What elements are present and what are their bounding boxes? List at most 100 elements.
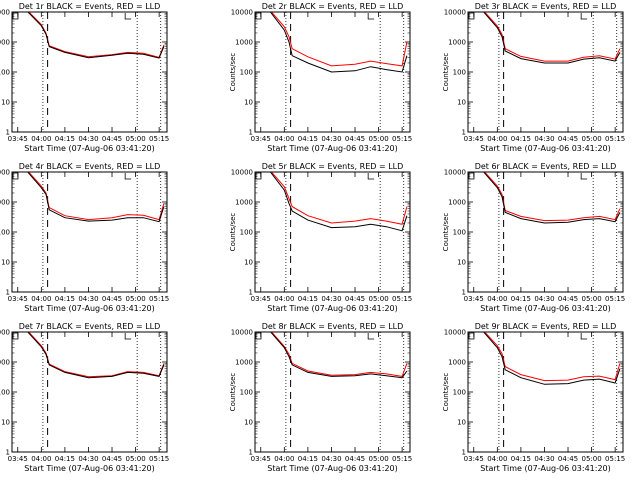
x-tick-label: 04:30 <box>321 455 341 463</box>
series-line-lld <box>484 332 621 382</box>
plot-frame <box>254 331 411 453</box>
x-tick-label: 04:00 <box>274 135 294 143</box>
plot-frame <box>254 171 411 293</box>
series-line-events <box>269 12 408 73</box>
y-tick-label: 100 <box>240 389 253 397</box>
corner-mark-right <box>580 333 588 340</box>
corner-mark-right <box>124 333 132 340</box>
x-tick-label: 05:15 <box>149 135 169 143</box>
y-tick-label: 1000 <box>448 199 466 207</box>
x-tick-label: 04:00 <box>487 295 507 303</box>
x-axis-label: Start Time (07-Aug-06 03:41:20) <box>480 144 611 153</box>
y-tick-label: 10 <box>1 419 10 427</box>
x-tick-label: 04:30 <box>321 135 341 143</box>
x-tick-label: 04:15 <box>298 135 318 143</box>
x-tick-label: 05:15 <box>392 455 412 463</box>
y-tick-label: 100 <box>0 229 10 237</box>
panel-5: Det 5r BLACK = Events, RED = LLD 1 10 100 10… <box>229 162 412 313</box>
panel-title: Det 3r BLACK = Events, RED = LLD <box>475 2 617 11</box>
y-tick-label: 10 <box>457 419 466 427</box>
x-tick-label: 03:45 <box>8 455 28 463</box>
x-tick-label: 04:00 <box>487 455 507 463</box>
panel-2: Det 2r BLACK = Events, RED = LLD 1 10 100 10… <box>229 2 412 153</box>
corner-mark-right <box>124 13 132 20</box>
y-tick-label: 10 <box>244 99 253 107</box>
y-tick-label: 1 <box>462 129 466 137</box>
x-tick-label: 03:45 <box>464 135 484 143</box>
series-line-lld <box>28 12 165 58</box>
y-axis-label: Counts/sec <box>442 213 450 252</box>
x-tick-label: 04:15 <box>55 455 75 463</box>
y-tick-label: 10 <box>1 259 10 267</box>
panel-title: Det 2r BLACK = Events, RED = LLD <box>262 2 404 11</box>
x-tick-label: 03:45 <box>464 455 484 463</box>
y-tick-label: 1000 <box>0 199 10 207</box>
y-tick-label: 1000 <box>448 39 466 47</box>
x-tick-label: 05:15 <box>605 295 625 303</box>
panel-title: Det 6r BLACK = Events, RED = LLD <box>475 162 617 171</box>
y-tick-label: 10000 <box>444 9 466 17</box>
panel-4: Det 4r BLACK = Events, RED = LLD 1 10 100 10… <box>0 162 169 313</box>
x-tick-label: 05:00 <box>581 455 601 463</box>
corner-mark-right <box>580 173 588 180</box>
y-tick-label: 1 <box>249 449 253 457</box>
y-tick-label: 1 <box>249 289 253 297</box>
panel-title: Det 5r BLACK = Events, RED = LLD <box>262 162 404 171</box>
y-tick-label: 10000 <box>444 169 466 177</box>
x-tick-label: 04:45 <box>558 295 578 303</box>
y-axis-label: Counts/sec <box>442 53 450 92</box>
x-tick-label: 05:15 <box>149 295 169 303</box>
plot-frame <box>11 11 168 133</box>
y-axis-label: Counts/sec <box>229 53 237 92</box>
x-tick-label: 03:45 <box>251 135 271 143</box>
x-axis-label: Start Time (07-Aug-06 03:41:20) <box>480 464 611 473</box>
panel-6: Det 6r BLACK = Events, RED = LLD 1 10 100 10… <box>442 162 625 313</box>
plot-frame <box>467 11 624 133</box>
y-tick-label: 100 <box>240 229 253 237</box>
y-tick-label: 10000 <box>444 329 466 337</box>
series-line-lld <box>483 172 621 222</box>
x-tick-label: 04:00 <box>31 455 51 463</box>
corner-mark-left <box>468 172 475 180</box>
x-tick-label: 05:00 <box>125 135 145 143</box>
x-axis-label: Start Time (07-Aug-06 03:41:20) <box>24 464 155 473</box>
x-tick-label: 04:45 <box>345 295 365 303</box>
series-line-events <box>483 12 621 64</box>
plot-frame <box>11 331 168 453</box>
y-tick-label: 100 <box>453 229 466 237</box>
x-tick-label: 04:15 <box>298 455 318 463</box>
panel-8: Det 8r BLACK = Events, RED = LLD 1 10 100 10… <box>229 322 412 473</box>
y-axis-label: Counts/sec <box>442 373 450 412</box>
x-tick-label: 04:30 <box>78 135 98 143</box>
x-tick-label: 03:45 <box>8 295 28 303</box>
y-tick-label: 10000 <box>231 9 253 17</box>
plot-frame <box>467 171 624 293</box>
series-line-events <box>483 172 621 224</box>
corner-mark-left <box>12 332 19 340</box>
corner-mark-left <box>468 332 475 340</box>
panel-title: Det 4r BLACK = Events, RED = LLD <box>19 162 161 171</box>
x-tick-label: 04:30 <box>534 135 554 143</box>
y-tick-label: 100 <box>453 389 466 397</box>
y-tick-label: 10000 <box>231 169 253 177</box>
y-tick-label: 10000 <box>0 329 10 337</box>
series-line-lld <box>270 12 408 67</box>
x-tick-label: 04:45 <box>102 295 122 303</box>
y-tick-label: 1 <box>6 129 10 137</box>
x-tick-label: 04:45 <box>102 455 122 463</box>
y-tick-label: 10 <box>244 259 253 267</box>
y-tick-label: 1 <box>6 289 10 297</box>
panel-3: Det 3r BLACK = Events, RED = LLD 1 10 100 10… <box>442 2 625 153</box>
y-tick-label: 100 <box>0 389 10 397</box>
x-tick-label: 04:30 <box>534 295 554 303</box>
corner-mark-right <box>367 13 375 20</box>
x-tick-label: 03:45 <box>251 455 271 463</box>
corner-mark-left <box>12 172 19 180</box>
y-tick-label: 10 <box>457 259 466 267</box>
x-tick-label: 05:15 <box>605 135 625 143</box>
y-tick-label: 10 <box>244 419 253 427</box>
x-tick-label: 05:15 <box>605 455 625 463</box>
x-tick-label: 04:00 <box>31 295 51 303</box>
x-tick-label: 05:00 <box>368 295 388 303</box>
x-tick-label: 03:45 <box>464 295 484 303</box>
